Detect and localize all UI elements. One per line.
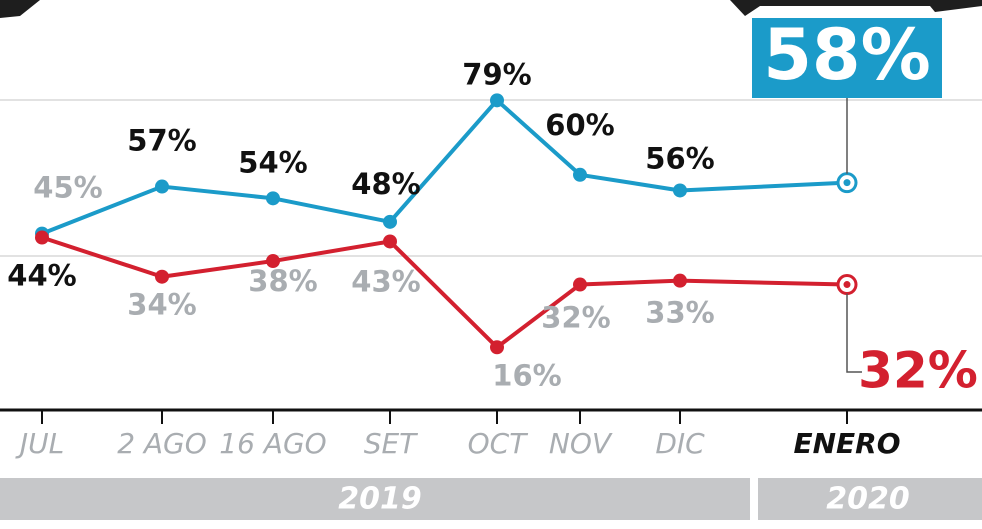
point-core: [843, 281, 851, 289]
value-label: 54%: [238, 145, 307, 179]
x-tick-label: JUL: [15, 427, 64, 460]
point: [673, 273, 687, 288]
callout-value: 32%: [858, 342, 978, 400]
x-tick-label: NOV: [549, 427, 613, 460]
year-band: [758, 478, 982, 520]
value-label: 34%: [127, 288, 196, 322]
value-label: 44%: [7, 259, 76, 293]
point: [155, 269, 169, 284]
x-tick-label: 2 AGO: [117, 427, 207, 460]
point: [266, 191, 280, 206]
callout-value: 58%: [763, 14, 931, 96]
value-label: 38%: [248, 264, 317, 298]
point: [383, 234, 397, 249]
callout-box: [752, 18, 942, 98]
point: [383, 214, 397, 229]
point-core: [843, 179, 851, 187]
point: [573, 277, 587, 292]
value-label: 56%: [645, 141, 714, 175]
plot: JUL 2 AGO 16 AGO SET OCT NOV DIC ENERO 45% 57% 54%…: [7, 14, 978, 460]
point: [573, 167, 587, 182]
year-label: 2019: [338, 482, 422, 517]
callout-leader: [846, 293, 862, 373]
year-label: 2020: [826, 482, 910, 517]
point: [155, 179, 169, 194]
point: [490, 93, 504, 108]
value-label: 79%: [462, 57, 531, 91]
value-label: 60%: [545, 108, 614, 142]
value-label: 57%: [127, 124, 196, 158]
x-tick-label: 16 AGO: [219, 427, 326, 460]
series-line: [41, 98, 848, 236]
point: [673, 183, 687, 198]
x-tick-label: DIC: [655, 427, 705, 460]
x-tick-label: SET: [364, 427, 418, 460]
value-label: 48%: [351, 167, 420, 201]
x-tick-label: ENERO: [793, 427, 900, 460]
value-label: 43%: [351, 264, 420, 298]
value-label: 33%: [645, 296, 714, 330]
point: [266, 254, 280, 269]
series-line: [41, 235, 848, 350]
value-label: 45%: [33, 171, 102, 205]
value-label: 32%: [541, 301, 610, 335]
point: [35, 230, 49, 245]
header-photo: [0, 0, 982, 18]
value-label: 16%: [492, 358, 561, 392]
year-band: [0, 478, 750, 520]
point: [490, 340, 504, 355]
x-tick-label: OCT: [468, 427, 529, 460]
